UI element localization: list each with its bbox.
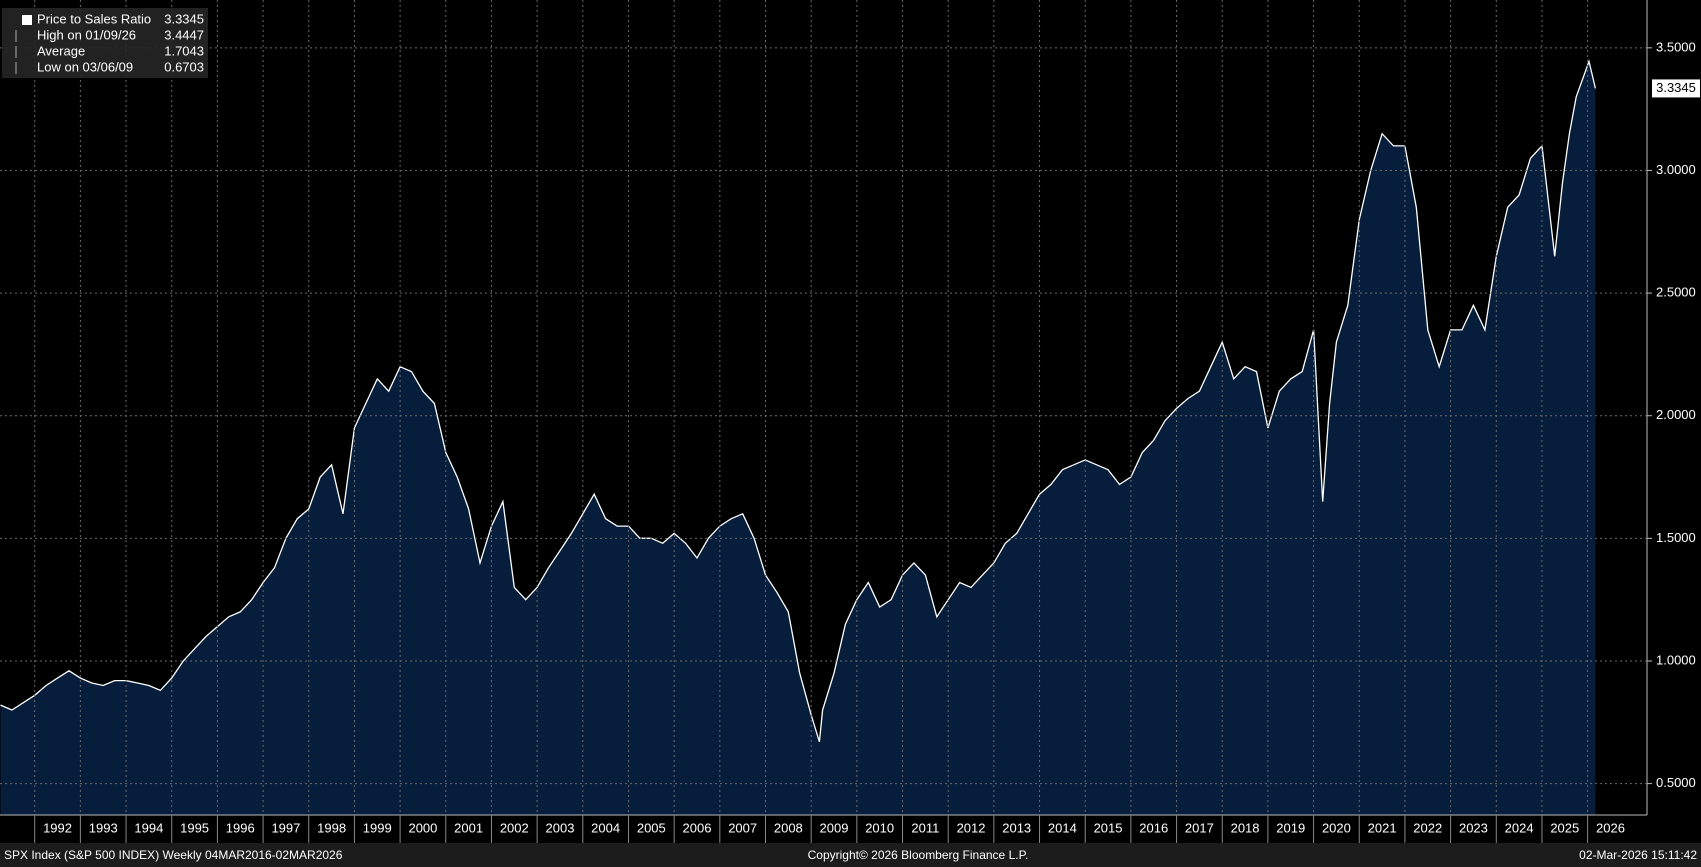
y-tick-label: 3.0000 xyxy=(1656,162,1696,177)
x-tick-label: 2019 xyxy=(1276,820,1305,835)
y-tick-label: 1.5000 xyxy=(1656,530,1696,545)
x-tick-label: 2014 xyxy=(1048,820,1077,835)
legend-high-value: 3.4447 xyxy=(164,27,204,42)
legend-low-value: 0.6703 xyxy=(164,59,204,74)
area xyxy=(0,61,1596,815)
last-value-box xyxy=(1652,79,1700,98)
legend-average-label: Average xyxy=(37,43,85,58)
x-tick-label: 2009 xyxy=(820,820,849,835)
x-tick-label: 2008 xyxy=(774,820,803,835)
x-tick-label: 2002 xyxy=(500,820,529,835)
legend-swatch xyxy=(22,15,32,25)
x-tick-label: 2010 xyxy=(865,820,894,835)
x-tick-label: 2011 xyxy=(911,820,939,835)
footer-bar xyxy=(0,843,1701,867)
x-tick-label: 1994 xyxy=(134,820,163,835)
x-tick-label: 2020 xyxy=(1322,820,1351,835)
x-tick-label: 1992 xyxy=(43,820,72,835)
x-tick-label: 2024 xyxy=(1505,820,1534,835)
footer-center: Copyright© 2026 Bloomberg Finance L.P. xyxy=(808,848,1029,862)
y-tick-label: 0.5000 xyxy=(1656,775,1696,790)
x-tick-label: 2007 xyxy=(728,820,757,835)
x-tick-label: 2005 xyxy=(637,820,666,835)
y-tick-label: 1.0000 xyxy=(1656,652,1696,667)
x-tick-label: 2015 xyxy=(1094,820,1123,835)
x-tick-label: 2001 xyxy=(454,820,483,835)
x-tick-label: 2013 xyxy=(1002,820,1031,835)
y-tick-label: 2.0000 xyxy=(1656,407,1696,422)
legend-high-label: High on 01/09/26 xyxy=(37,27,136,42)
legend-low-label: Low on 03/06/09 xyxy=(37,59,133,74)
x-tick-label: 1996 xyxy=(226,820,255,835)
x-tick-label: 2025 xyxy=(1550,820,1579,835)
x-tick-label: 2012 xyxy=(957,820,986,835)
x-tick-label: 2017 xyxy=(1185,820,1214,835)
footer-right: 02-Mar-2026 15:11:42 xyxy=(1579,848,1697,862)
x-tick-label: 2004 xyxy=(591,820,620,835)
x-tick-label: 2018 xyxy=(1231,820,1260,835)
legend-box xyxy=(2,8,208,78)
line xyxy=(0,59,1597,742)
last-value-label: 3.3345 xyxy=(1656,80,1696,95)
x-tick-label: 2022 xyxy=(1413,820,1442,835)
x-tick-label: 2006 xyxy=(683,820,712,835)
x-tick-label: 2023 xyxy=(1459,820,1488,835)
x-tick-label: 1998 xyxy=(317,820,346,835)
y-tick-label: 2.5000 xyxy=(1656,285,1696,300)
legend-series-label: Price to Sales Ratio xyxy=(37,11,151,26)
x-tick-label: 1997 xyxy=(271,820,300,835)
legend-average-value: 1.7043 xyxy=(164,43,204,58)
x-tick-label: 2000 xyxy=(408,820,437,835)
x-tick-label: 2026 xyxy=(1596,820,1625,835)
x-tick-label: 1993 xyxy=(89,820,118,835)
x-tick-label: 1999 xyxy=(363,820,392,835)
x-tick-label: 2003 xyxy=(546,820,575,835)
y-tick-label: 3.5000 xyxy=(1656,39,1696,54)
legend-series-value: 3.3345 xyxy=(164,11,204,26)
x-tick-label: 1995 xyxy=(180,820,209,835)
footer-left: SPX Index (S&P 500 INDEX) Weekly 04MAR20… xyxy=(4,848,343,862)
x-tick-label: 2021 xyxy=(1368,820,1397,835)
x-tick-label: 2016 xyxy=(1139,820,1168,835)
